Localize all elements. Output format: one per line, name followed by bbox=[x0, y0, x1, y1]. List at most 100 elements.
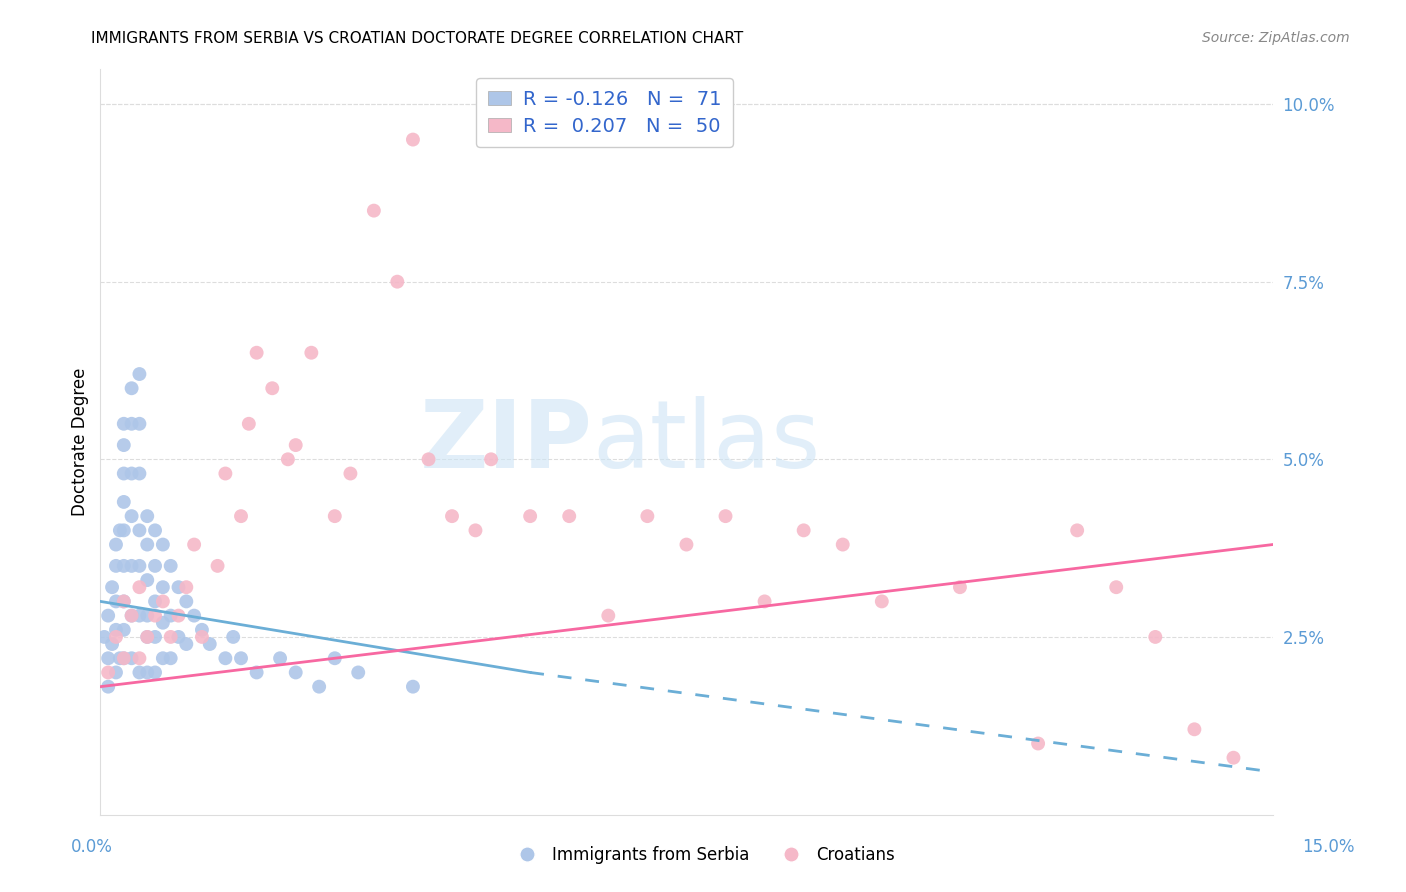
Point bbox=[418, 452, 440, 467]
Point bbox=[519, 509, 541, 524]
Point bbox=[214, 467, 236, 481]
Point bbox=[323, 509, 346, 524]
Point bbox=[183, 608, 205, 623]
Point bbox=[104, 558, 127, 573]
Point bbox=[97, 608, 120, 623]
Point bbox=[112, 438, 135, 452]
Point bbox=[1144, 630, 1167, 644]
Point bbox=[112, 623, 135, 637]
Point bbox=[754, 594, 776, 608]
Point bbox=[112, 651, 135, 665]
Point bbox=[363, 203, 385, 218]
Point bbox=[793, 524, 815, 538]
Point bbox=[121, 558, 143, 573]
Point bbox=[104, 537, 127, 551]
Point bbox=[121, 381, 143, 395]
Point bbox=[112, 495, 135, 509]
Point bbox=[93, 630, 115, 644]
Point bbox=[229, 509, 252, 524]
Point bbox=[136, 665, 159, 680]
Point bbox=[108, 651, 131, 665]
Point bbox=[1105, 580, 1128, 594]
Point bbox=[112, 651, 135, 665]
Point bbox=[479, 452, 502, 467]
Point bbox=[284, 438, 307, 452]
Point bbox=[143, 558, 166, 573]
Point bbox=[214, 651, 236, 665]
Point bbox=[136, 608, 159, 623]
Point bbox=[121, 651, 143, 665]
Point bbox=[104, 630, 127, 644]
Point bbox=[101, 637, 124, 651]
Point bbox=[112, 524, 135, 538]
Point bbox=[128, 558, 150, 573]
Point bbox=[949, 580, 972, 594]
Point bbox=[136, 509, 159, 524]
Point bbox=[121, 608, 143, 623]
Point bbox=[636, 509, 658, 524]
Point bbox=[121, 467, 143, 481]
Point bbox=[1066, 524, 1088, 538]
Point bbox=[104, 594, 127, 608]
Point bbox=[121, 417, 143, 431]
Point bbox=[675, 537, 697, 551]
Point bbox=[159, 608, 181, 623]
Point bbox=[229, 651, 252, 665]
Point bbox=[598, 608, 620, 623]
Point bbox=[347, 665, 370, 680]
Point bbox=[176, 594, 198, 608]
Point bbox=[339, 467, 361, 481]
Point bbox=[159, 558, 181, 573]
Point bbox=[112, 594, 135, 608]
Point bbox=[152, 651, 174, 665]
Point bbox=[128, 608, 150, 623]
Point bbox=[143, 608, 166, 623]
Point bbox=[387, 275, 409, 289]
Point bbox=[128, 467, 150, 481]
Point bbox=[104, 623, 127, 637]
Point bbox=[870, 594, 893, 608]
Point bbox=[112, 558, 135, 573]
Point bbox=[101, 580, 124, 594]
Point bbox=[112, 594, 135, 608]
Point bbox=[269, 651, 291, 665]
Point bbox=[97, 651, 120, 665]
Point bbox=[97, 680, 120, 694]
Point bbox=[159, 630, 181, 644]
Point bbox=[183, 537, 205, 551]
Point bbox=[308, 680, 330, 694]
Point bbox=[402, 680, 425, 694]
Y-axis label: Doctorate Degree: Doctorate Degree bbox=[72, 368, 89, 516]
Text: ZIP: ZIP bbox=[420, 395, 593, 488]
Point bbox=[128, 665, 150, 680]
Point bbox=[464, 524, 486, 538]
Point bbox=[159, 651, 181, 665]
Point bbox=[222, 630, 245, 644]
Text: Source: ZipAtlas.com: Source: ZipAtlas.com bbox=[1202, 31, 1350, 45]
Point bbox=[558, 509, 581, 524]
Text: 15.0%: 15.0% bbox=[1302, 838, 1355, 855]
Point bbox=[191, 623, 214, 637]
Point bbox=[128, 651, 150, 665]
Point bbox=[191, 630, 214, 644]
Text: atlas: atlas bbox=[593, 395, 821, 488]
Point bbox=[176, 637, 198, 651]
Point bbox=[112, 467, 135, 481]
Point bbox=[152, 580, 174, 594]
Point bbox=[167, 580, 190, 594]
Text: 0.0%: 0.0% bbox=[70, 838, 112, 855]
Point bbox=[167, 630, 190, 644]
Point bbox=[152, 594, 174, 608]
Point bbox=[402, 132, 425, 146]
Point bbox=[152, 537, 174, 551]
Point bbox=[1222, 750, 1244, 764]
Point bbox=[277, 452, 299, 467]
Point bbox=[136, 573, 159, 587]
Point bbox=[121, 608, 143, 623]
Point bbox=[136, 630, 159, 644]
Point bbox=[143, 665, 166, 680]
Point bbox=[136, 630, 159, 644]
Point bbox=[167, 608, 190, 623]
Point bbox=[284, 665, 307, 680]
Point bbox=[97, 665, 120, 680]
